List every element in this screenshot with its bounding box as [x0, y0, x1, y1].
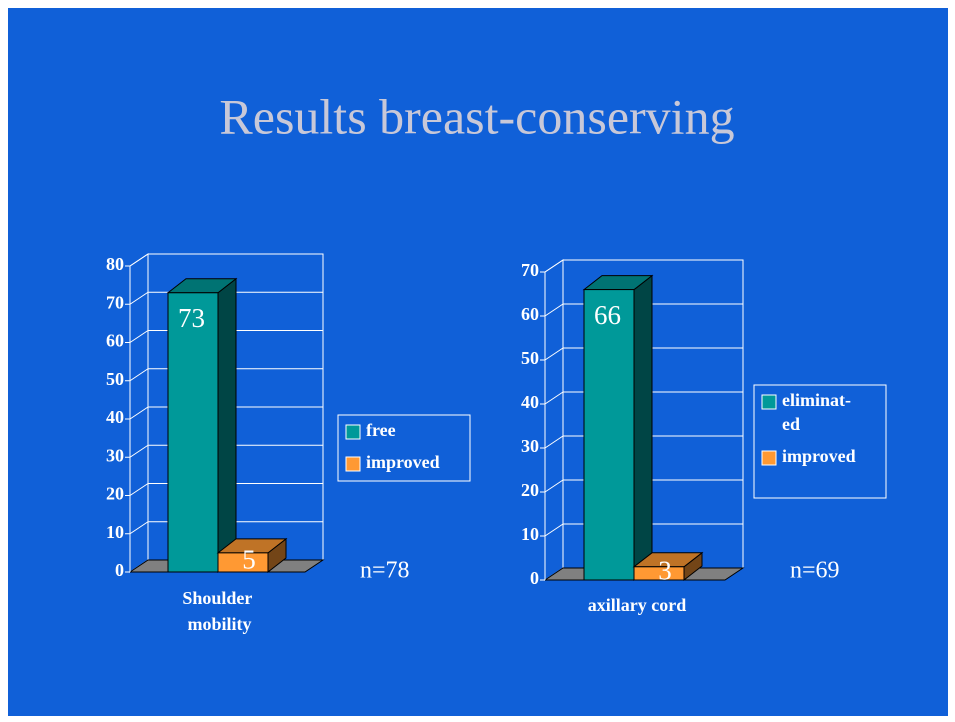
grid-line [129, 444, 149, 458]
value-label: 3 [658, 556, 672, 586]
y-tick-label: 60 [521, 304, 539, 324]
y-tick-label: 0 [530, 568, 539, 588]
legend-swatch [345, 456, 361, 472]
grid-line [129, 368, 149, 382]
y-tick-label: 70 [106, 292, 124, 312]
bar [166, 277, 238, 574]
bar [216, 537, 288, 574]
legend-label: free [366, 420, 396, 440]
legend-label: improved [366, 452, 440, 472]
value-label: 66 [594, 300, 621, 330]
y-tick-label: 40 [521, 392, 539, 412]
grid-line [129, 253, 149, 267]
grid-line [544, 347, 564, 361]
y-tick-label: 0 [115, 560, 124, 580]
grid-line [129, 291, 149, 305]
x-tick-label: Shoulder mobility [182, 588, 256, 634]
annotation: n=69 [790, 558, 840, 584]
legend-label: improved [782, 446, 856, 466]
bar-front [167, 292, 219, 573]
bar [582, 274, 654, 582]
bar [632, 551, 704, 582]
legend-label: eliminat-ed [782, 390, 851, 434]
y-tick-label: 70 [521, 260, 539, 280]
legend-box [337, 414, 471, 482]
bar-side [217, 277, 237, 574]
value-label: 5 [242, 545, 256, 575]
y-tick-label: 50 [106, 369, 124, 389]
grid-line [544, 303, 564, 317]
y-tick-label: 80 [106, 254, 124, 274]
bar-front [217, 552, 269, 573]
y-tick-label: 10 [521, 524, 539, 544]
slide-title: Results breast-conserving [219, 88, 734, 144]
y-tick-label: 10 [106, 522, 124, 542]
y-tick-label: 20 [521, 480, 539, 500]
bar-front [633, 566, 685, 581]
bar-front [583, 289, 635, 581]
y-tick-label: 40 [106, 407, 124, 427]
y-tick-label: 20 [106, 484, 124, 504]
grid-line [129, 483, 149, 496]
grid-line [544, 523, 564, 537]
grid-line [544, 259, 564, 273]
y-tick-label: 60 [106, 331, 124, 351]
y-tick-label: 30 [106, 445, 124, 465]
x-tick-label: axillary cord [588, 595, 686, 615]
grid-line [544, 479, 564, 493]
y-tick-label: 50 [521, 348, 539, 368]
legend-swatch [761, 394, 777, 410]
value-label: 73 [178, 303, 205, 333]
grid-line [544, 435, 564, 449]
grid-line [129, 330, 149, 343]
grid-line [129, 521, 149, 535]
slide-background [8, 8, 948, 716]
bar-side [633, 274, 653, 582]
annotation: n=78 [360, 558, 410, 584]
grid-line [129, 406, 149, 420]
y-tick-label: 30 [521, 436, 539, 456]
legend-box [753, 384, 887, 499]
legend-swatch [345, 424, 361, 440]
grid-line [544, 391, 564, 405]
legend-swatch [761, 450, 777, 466]
